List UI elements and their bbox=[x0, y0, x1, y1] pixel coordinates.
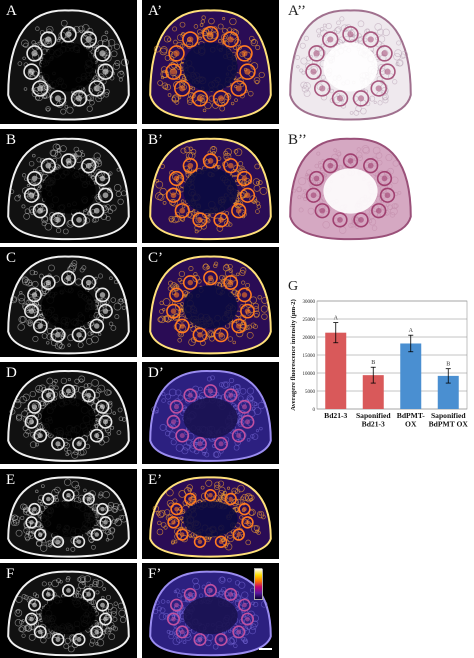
stem-section-image bbox=[149, 137, 272, 241]
panel-label: B’’ bbox=[288, 132, 307, 148]
panel-f-prime: F’ 40000 0 bbox=[142, 563, 279, 658]
panel-label: G bbox=[288, 279, 298, 294]
panel-label: B’ bbox=[148, 132, 163, 148]
y-tick-label: 30000 bbox=[303, 300, 316, 305]
panel-label: C’ bbox=[148, 250, 163, 266]
panel-label: D’ bbox=[148, 365, 164, 381]
panel-label: F’ bbox=[148, 566, 162, 582]
panel-e: E bbox=[0, 469, 137, 559]
colorbar-min-label: 0 bbox=[263, 593, 267, 599]
stem-section-image bbox=[7, 570, 130, 657]
stem-section-image bbox=[149, 9, 272, 121]
panel-label: E’ bbox=[148, 472, 163, 488]
y-tick-label: 5000 bbox=[305, 390, 316, 395]
panel-a-prime: A’ bbox=[142, 0, 279, 124]
panel-f: F bbox=[0, 563, 137, 658]
stem-section-image bbox=[7, 476, 130, 558]
x-category-label: BdPMT- bbox=[397, 411, 425, 420]
scale-bar bbox=[259, 648, 272, 650]
panel-d-prime: D’ bbox=[142, 362, 279, 464]
x-category-label: OX bbox=[405, 420, 417, 429]
y-tick-label: 25000 bbox=[303, 318, 316, 323]
x-category-label: Bd21-3 bbox=[362, 420, 385, 429]
colorbar-gradient bbox=[254, 568, 263, 600]
panel-a-double-prime: A’’ bbox=[282, 0, 419, 124]
bar-chart: G 0 5000 10000 15000 20000 25000 30000 Averagere… bbox=[288, 279, 469, 429]
stem-section-image bbox=[289, 137, 412, 241]
chart-panel-g: G 0 5000 10000 15000 20000 25000 30000 Averagere… bbox=[281, 275, 474, 475]
stem-section-image bbox=[149, 570, 272, 657]
y-tick-label: 15000 bbox=[303, 354, 316, 359]
panel-a: A bbox=[0, 0, 137, 124]
panel-d: D bbox=[0, 362, 137, 464]
panel-label: A bbox=[6, 3, 17, 19]
x-category-label: Saponified bbox=[356, 411, 391, 420]
y-tick-label: 0 bbox=[313, 408, 316, 413]
bar bbox=[325, 332, 347, 409]
y-tick-label: 20000 bbox=[303, 336, 316, 341]
significance-letter: A bbox=[334, 316, 339, 322]
y-axis-label: Averagere fluorescence intensity (μm-2) bbox=[290, 299, 297, 411]
panel-label: E bbox=[6, 472, 16, 488]
panel-label: F bbox=[6, 566, 15, 582]
panel-label: D bbox=[6, 365, 17, 381]
x-category-label: Saponified bbox=[431, 411, 466, 420]
panel-label: B bbox=[6, 132, 17, 148]
y-tick-label: 10000 bbox=[303, 372, 316, 377]
panel-c: C bbox=[0, 247, 137, 357]
panel-b-prime: B’ bbox=[142, 129, 279, 243]
panel-b-double-prime: B’’ bbox=[282, 129, 419, 243]
stem-section-image bbox=[7, 9, 130, 121]
stem-section-image bbox=[7, 370, 130, 462]
panel-label: A’’ bbox=[288, 3, 307, 19]
significance-letter: B bbox=[446, 362, 450, 368]
panel-e-prime: E’ bbox=[142, 469, 279, 559]
panel-b: B bbox=[0, 129, 137, 243]
colorbar-max-label: 40000 bbox=[262, 566, 279, 572]
panel-c-prime: C’ bbox=[142, 247, 279, 357]
x-category-label: BdPMT OX bbox=[429, 420, 469, 429]
bar bbox=[400, 343, 422, 409]
stem-section-image bbox=[7, 137, 130, 241]
stem-section-image bbox=[7, 255, 130, 355]
panel-label: A’ bbox=[148, 3, 163, 19]
x-category-label: Bd21-3 bbox=[324, 411, 347, 420]
significance-letter: B bbox=[371, 360, 375, 366]
panel-label: C bbox=[6, 250, 17, 266]
bar bbox=[437, 375, 459, 409]
stem-section-image bbox=[289, 9, 412, 121]
stem-section-image bbox=[149, 476, 272, 558]
stem-section-image bbox=[149, 370, 272, 462]
stem-section-image bbox=[149, 255, 272, 355]
bar bbox=[362, 375, 384, 409]
significance-letter: A bbox=[409, 328, 414, 334]
